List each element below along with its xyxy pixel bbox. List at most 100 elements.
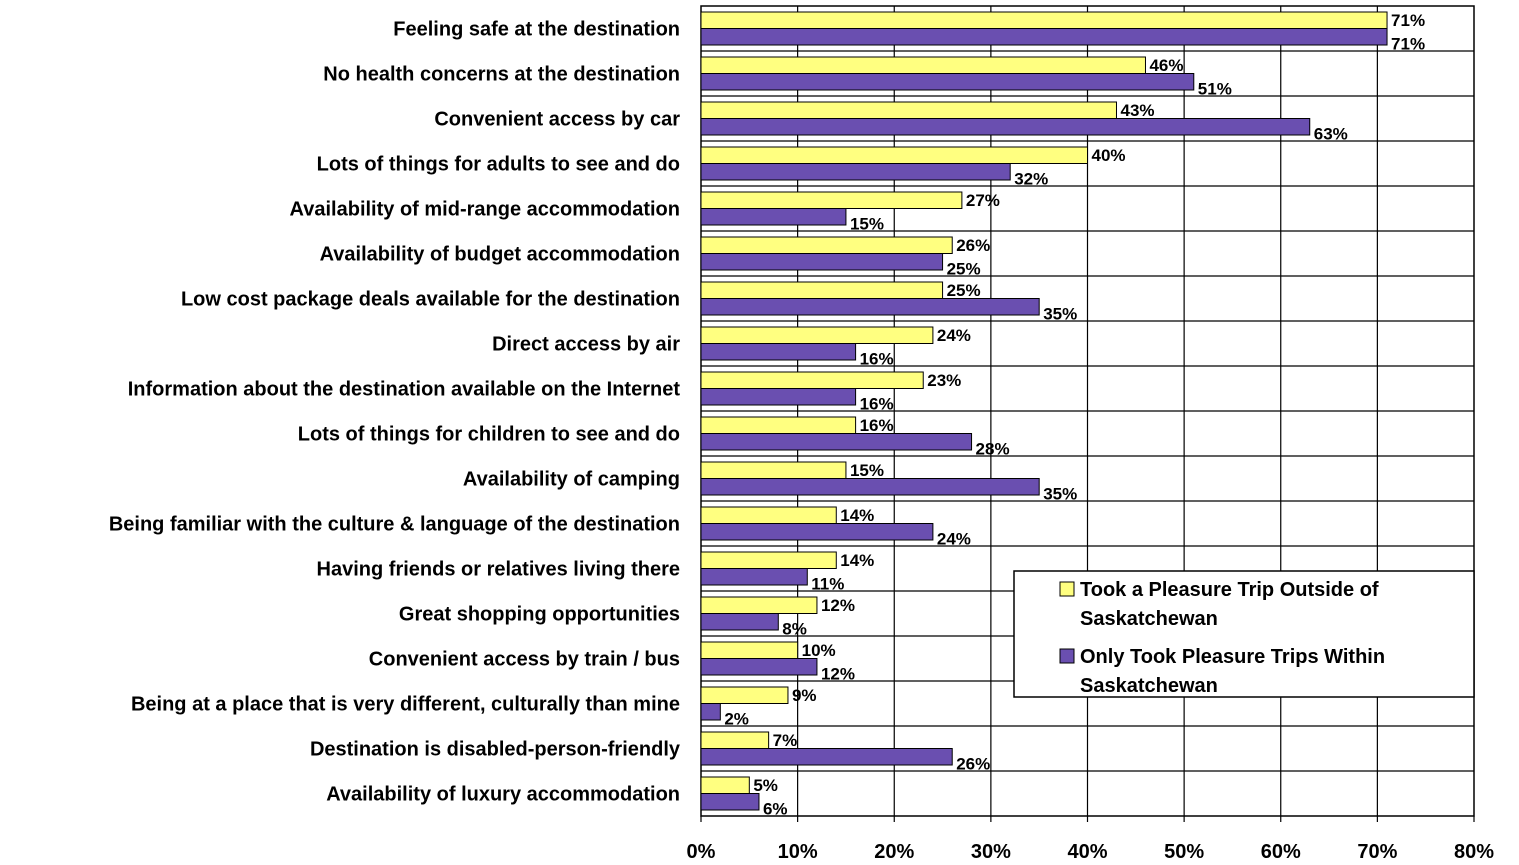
x-tick-label: 40% xyxy=(1067,841,1107,863)
bar-outside xyxy=(700,551,837,569)
bar-outside xyxy=(700,506,837,524)
data-label: 24% xyxy=(937,326,971,345)
category-label: Being familiar with the culture & langua… xyxy=(109,514,680,536)
bar-outside xyxy=(700,146,1088,164)
data-label: 40% xyxy=(1092,146,1126,165)
category-label: Information about the destination availa… xyxy=(128,379,681,401)
data-label: 24% xyxy=(937,530,971,549)
bar-within xyxy=(700,343,857,361)
bar-outside xyxy=(700,461,847,479)
data-label: 26% xyxy=(956,755,990,774)
legend-label-within: Only Took Pleasure Trips Within Saskatche… xyxy=(1080,646,1385,697)
data-label: 25% xyxy=(947,281,981,300)
data-label: 5% xyxy=(753,776,778,795)
category-label: Availability of luxury accommodation xyxy=(326,784,680,806)
category-label: Convenient access by car xyxy=(434,109,680,131)
bar-outside xyxy=(700,56,1146,74)
category-label: Feeling safe at the destination xyxy=(393,19,680,41)
category-label: No health concerns at the destination xyxy=(323,64,680,86)
x-tick-label: 50% xyxy=(1164,841,1204,863)
bar-outside xyxy=(700,236,953,254)
category-label: Direct access by air xyxy=(492,334,680,356)
category-label: Lots of things for children to see and d… xyxy=(298,424,680,446)
bar-within xyxy=(700,748,953,766)
legend-box xyxy=(1013,570,1475,698)
data-label: 27% xyxy=(966,191,1000,210)
bar-outside xyxy=(700,686,789,704)
data-label: 11% xyxy=(811,575,844,594)
legend-swatch-within xyxy=(1059,648,1075,664)
bar-within xyxy=(700,658,818,676)
data-label: 9% xyxy=(792,686,817,705)
data-label: 23% xyxy=(927,371,961,390)
bar-outside xyxy=(700,101,1117,119)
data-label: 32% xyxy=(1014,170,1048,189)
data-label: 15% xyxy=(850,215,884,234)
x-tick-label: 20% xyxy=(874,841,914,863)
data-label: 71% xyxy=(1391,11,1425,30)
labels-layer: 0% 10% 20% 30% 40% 50% 60% 70% 80% Feeling safe a… xyxy=(109,11,1494,863)
bar-within xyxy=(700,703,721,721)
bar-within xyxy=(700,28,1388,46)
x-tick-label: 0% xyxy=(687,841,716,863)
data-label: 14% xyxy=(840,506,874,525)
data-label: 26% xyxy=(956,236,990,255)
bar-outside xyxy=(700,191,963,209)
bar-within xyxy=(700,793,760,811)
data-label: 63% xyxy=(1314,125,1348,144)
data-label: 12% xyxy=(821,665,855,684)
data-label: 6% xyxy=(763,800,788,819)
data-label: 2% xyxy=(724,710,749,729)
bar-within xyxy=(700,253,944,271)
bar-outside xyxy=(700,776,750,794)
data-label: 10% xyxy=(802,641,836,660)
bar-outside xyxy=(700,11,1388,29)
data-label: 15% xyxy=(850,461,884,480)
bar-within xyxy=(700,388,857,406)
bars-layer xyxy=(700,11,1388,811)
bar-within xyxy=(700,613,779,631)
data-label: 25% xyxy=(947,260,981,279)
data-label: 16% xyxy=(860,416,894,435)
bar-within xyxy=(700,478,1040,496)
data-label: 35% xyxy=(1043,305,1077,324)
x-tick-label: 10% xyxy=(778,841,818,863)
bar-outside xyxy=(700,641,799,659)
bar-outside xyxy=(700,416,857,434)
category-label: Having friends or relatives living there xyxy=(317,559,680,581)
category-label: Availability of camping xyxy=(463,469,680,491)
data-label: 12% xyxy=(821,596,855,615)
data-label: 35% xyxy=(1043,485,1077,504)
bar-outside xyxy=(700,281,944,299)
data-label: 28% xyxy=(976,440,1010,459)
data-label: 7% xyxy=(773,731,798,750)
bar-outside xyxy=(700,371,924,389)
category-label: Availability of budget accommodation xyxy=(320,244,680,266)
x-tick-label: 30% xyxy=(971,841,1011,863)
data-label: 16% xyxy=(860,350,894,369)
category-label: Great shopping opportunities xyxy=(399,604,680,626)
bar-within xyxy=(700,73,1195,91)
category-label: Destination is disabled-person-friendly xyxy=(310,739,681,761)
data-label: 8% xyxy=(782,620,807,639)
legend: Took a Pleasure Trip Outside of Saskatche… xyxy=(1013,570,1475,698)
bar-outside xyxy=(700,326,934,344)
data-label: 16% xyxy=(860,395,894,414)
category-label: Low cost package deals available for the… xyxy=(181,289,680,311)
category-label: Lots of things for adults to see and do xyxy=(317,154,680,176)
x-tick-label: 60% xyxy=(1261,841,1301,863)
category-label: Convenient access by train / bus xyxy=(369,649,680,671)
bar-outside xyxy=(700,596,818,614)
bar-within xyxy=(700,163,1011,181)
x-tick-label: 70% xyxy=(1357,841,1397,863)
data-label: 51% xyxy=(1198,80,1232,99)
bar-within xyxy=(700,568,808,586)
bar-within xyxy=(700,433,973,451)
bar-within xyxy=(700,523,934,541)
bar-within xyxy=(700,118,1311,136)
bar-within xyxy=(700,298,1040,316)
data-label: 71% xyxy=(1391,35,1425,54)
data-label: 46% xyxy=(1149,56,1183,75)
data-label: 14% xyxy=(840,551,874,570)
